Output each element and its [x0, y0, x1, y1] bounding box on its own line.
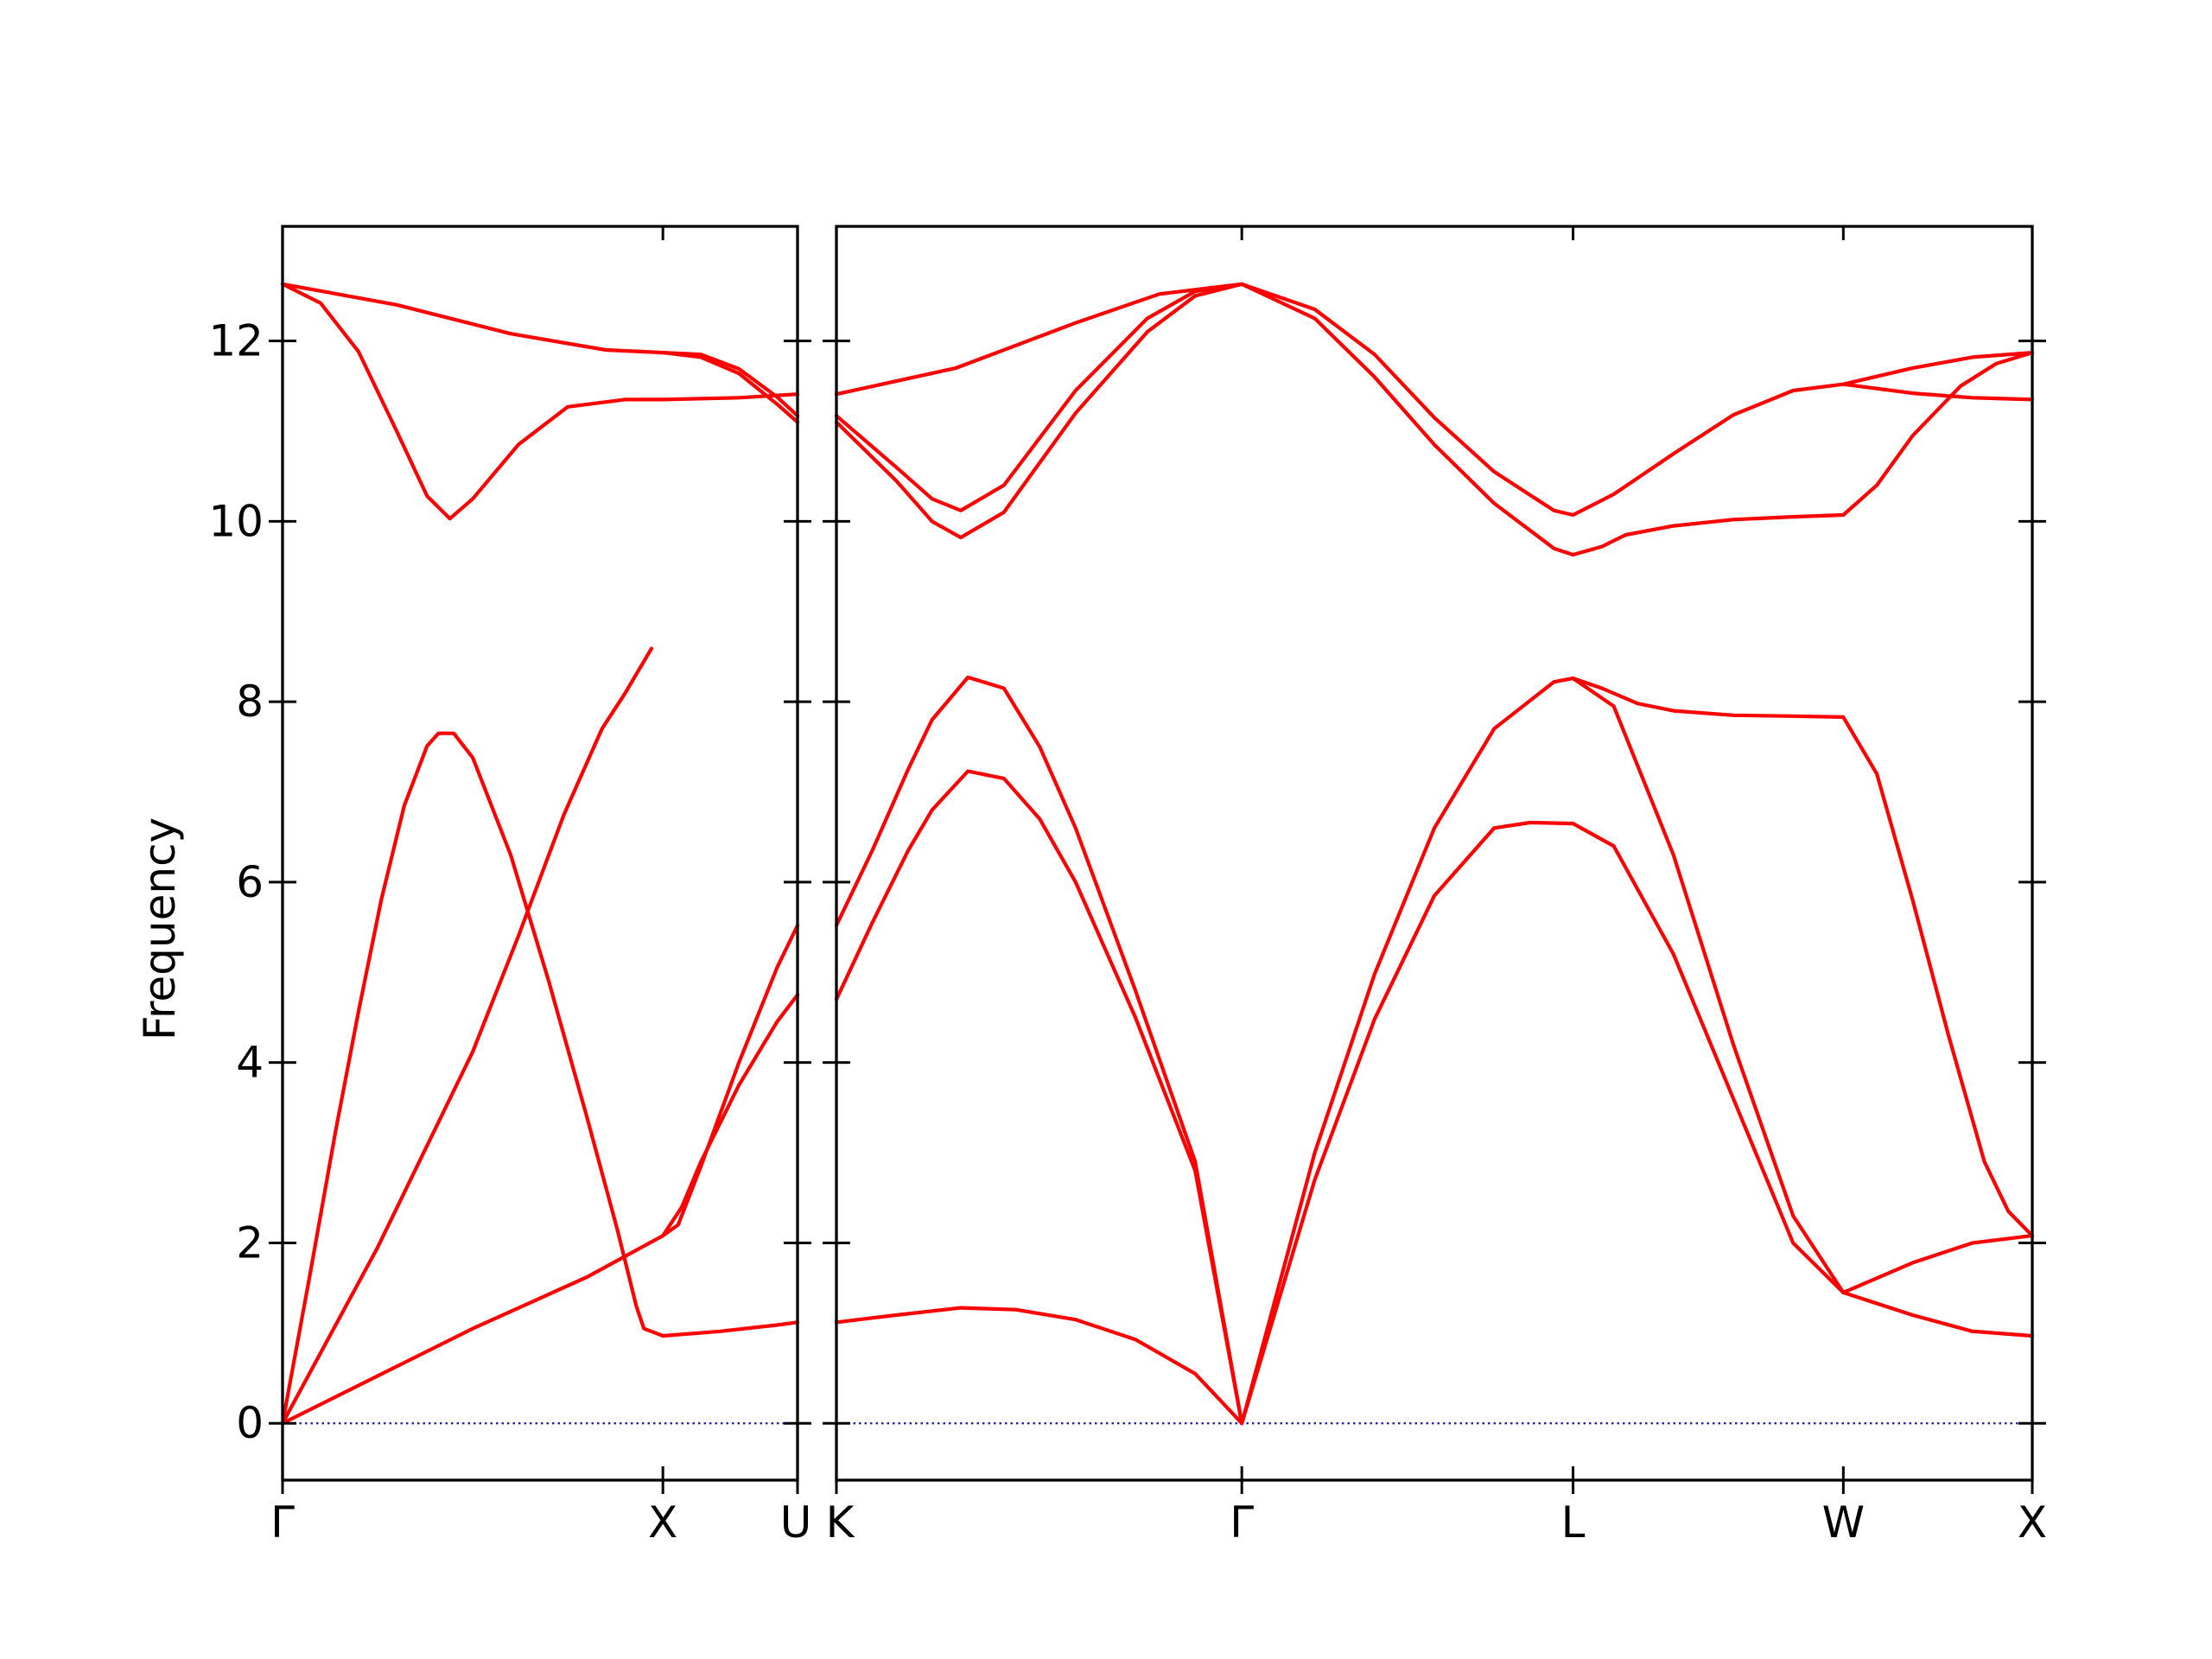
phonon-branch-6 — [661, 923, 800, 1238]
y-tick-label: 8 — [236, 677, 264, 727]
x-tick-label: L — [1561, 1497, 1586, 1548]
phonon-branch-1 — [834, 1306, 1244, 1426]
phonon-branch-8 — [661, 1320, 800, 1338]
phonon-branch-17 — [1841, 382, 2035, 402]
x-tick-label: Γ — [1230, 1497, 1254, 1548]
phonon-branch-4 — [834, 282, 1244, 512]
phonon-branch-10 — [661, 351, 800, 424]
phonon-branch-2 — [280, 1234, 665, 1426]
y-tick-label: 12 — [208, 316, 264, 366]
phonon-branch-14 — [1841, 715, 2035, 1238]
phonon-branch-3 — [280, 731, 665, 1426]
phonon-branch-5 — [834, 282, 1244, 540]
x-tick-label: U — [780, 1497, 812, 1548]
axes-frame — [281, 225, 799, 1482]
y-tick-label: 0 — [236, 1398, 264, 1448]
x-tick-label: X — [2018, 1497, 2047, 1548]
phonon-branch-11 — [1571, 676, 1846, 719]
y-axis-label: Frequency — [135, 817, 185, 1040]
phonon-branch-9 — [1240, 282, 1846, 557]
phonon-branch-9 — [661, 351, 800, 418]
phonon-branch-7 — [661, 993, 800, 1238]
y-tick-label: 2 — [236, 1217, 264, 1268]
phonon-branch-7 — [1240, 820, 1846, 1426]
axes-frame — [835, 225, 2034, 1482]
phonon-branch-16 — [1841, 351, 2035, 386]
phonon-branch-15 — [1841, 351, 2035, 518]
phonon-branch-3 — [834, 675, 1244, 1426]
phonon-branch-6 — [834, 282, 1244, 397]
phonon-branch-2 — [834, 769, 1244, 1426]
panels: 0 2 4 6 8 10 12 Γ X U K Γ L W X — [208, 225, 2047, 1548]
y-tick-label: 4 — [236, 1038, 264, 1088]
phonon-branch-10 — [1240, 282, 1846, 518]
y-tick-label: 10 — [208, 496, 264, 546]
x-tick-label: K — [826, 1497, 855, 1548]
phonon-branch-1 — [280, 646, 654, 1426]
x-tick-label: X — [648, 1497, 677, 1548]
x-tick-label: W — [1822, 1497, 1865, 1548]
phonon-branch-13 — [1841, 1290, 2035, 1338]
phonon-branch-5 — [280, 282, 665, 521]
phonon-branch-8 — [1240, 676, 1846, 1426]
phonon-branch-12 — [1841, 1234, 2035, 1294]
y-tick-label: 6 — [236, 857, 264, 907]
panel-1: 0 2 4 6 8 10 12 Γ X U — [208, 225, 812, 1548]
phonon-branch-11 — [661, 392, 800, 402]
x-tick-label: Γ — [270, 1497, 295, 1548]
phonon-branch-4 — [280, 282, 665, 355]
